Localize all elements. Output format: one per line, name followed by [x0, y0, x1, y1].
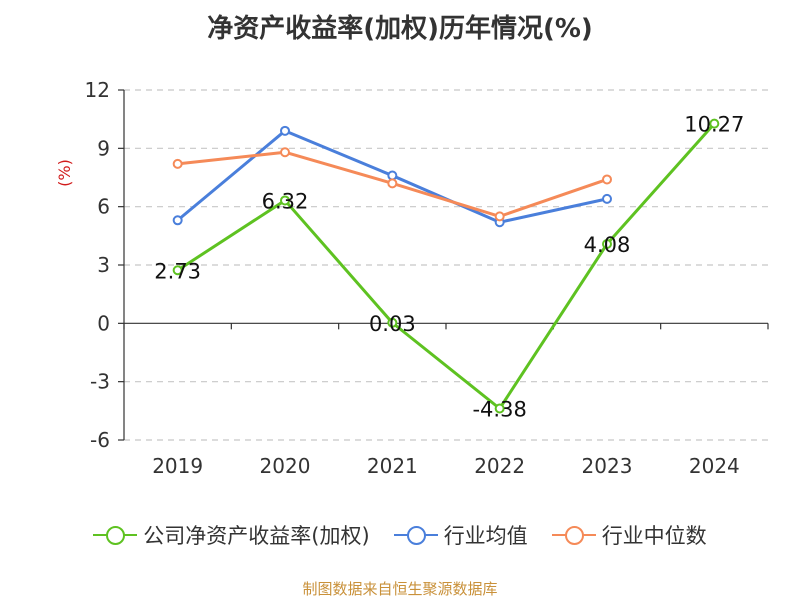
x-tick-label: 2020 [260, 454, 311, 478]
source-note: 制图数据来自恒生聚源数据库 [302, 580, 498, 598]
data-point [387, 317, 398, 328]
series-line-0 [176, 122, 716, 410]
data-label: 6.32 [262, 189, 309, 213]
data-point [387, 178, 398, 189]
data-point [280, 125, 290, 136]
legend-industry-median-label: 行业中位数 [601, 524, 707, 548]
data-point [602, 174, 612, 185]
data-label: 0.03 [369, 312, 416, 336]
data-label: -4.38 [472, 398, 526, 422]
y-tick-label: 0 [97, 311, 110, 335]
x-tick-label: 2024 [689, 454, 740, 478]
y-tick-label: -3 [90, 370, 110, 394]
data-point [494, 403, 505, 414]
y-tick-label: 9 [97, 136, 110, 160]
data-point [172, 158, 183, 169]
data-point [172, 215, 183, 226]
x-tick-label: 2022 [474, 454, 525, 478]
legend-item-industry-mean[interactable]: 行业均值 [393, 520, 528, 550]
chart-title: 净资产收益率(加权)历年情况(%) [207, 14, 593, 44]
y-tick-label: 3 [97, 253, 110, 277]
legend-industry-mean-symbol [393, 523, 438, 547]
y-tick-label: 6 [97, 195, 110, 219]
data-point [280, 195, 290, 206]
legend-company-label: 公司净资产收益率(加权) [143, 524, 370, 548]
data-point [709, 118, 720, 129]
data-point [172, 265, 183, 276]
data-label: 10.27 [684, 113, 744, 137]
legend-industry-mean-label: 行业均值 [443, 524, 528, 548]
data-point [602, 193, 612, 204]
data-label: 4.08 [584, 233, 631, 257]
data-point [602, 239, 612, 249]
legend-industry-median-symbol [551, 523, 596, 547]
legend-item-industry-median[interactable]: 行业中位数 [551, 520, 707, 550]
x-tick-label: 2019 [152, 454, 203, 478]
y-tick-label: -6 [90, 428, 110, 452]
data-point [494, 211, 505, 222]
y-tick-label: 12 [85, 78, 110, 102]
legend-company-symbol [93, 523, 138, 547]
x-tick-label: 2023 [582, 454, 633, 478]
x-tick-label: 2021 [367, 454, 418, 478]
data-point [280, 147, 290, 158]
data-label: 2.73 [154, 259, 201, 283]
y-axis-label: (%) [55, 159, 74, 187]
legend-item-company[interactable]: 公司净资产收益率(加权) [93, 520, 370, 550]
legend: 公司净资产收益率(加权) 行业均值 行业中位数 [0, 520, 800, 550]
